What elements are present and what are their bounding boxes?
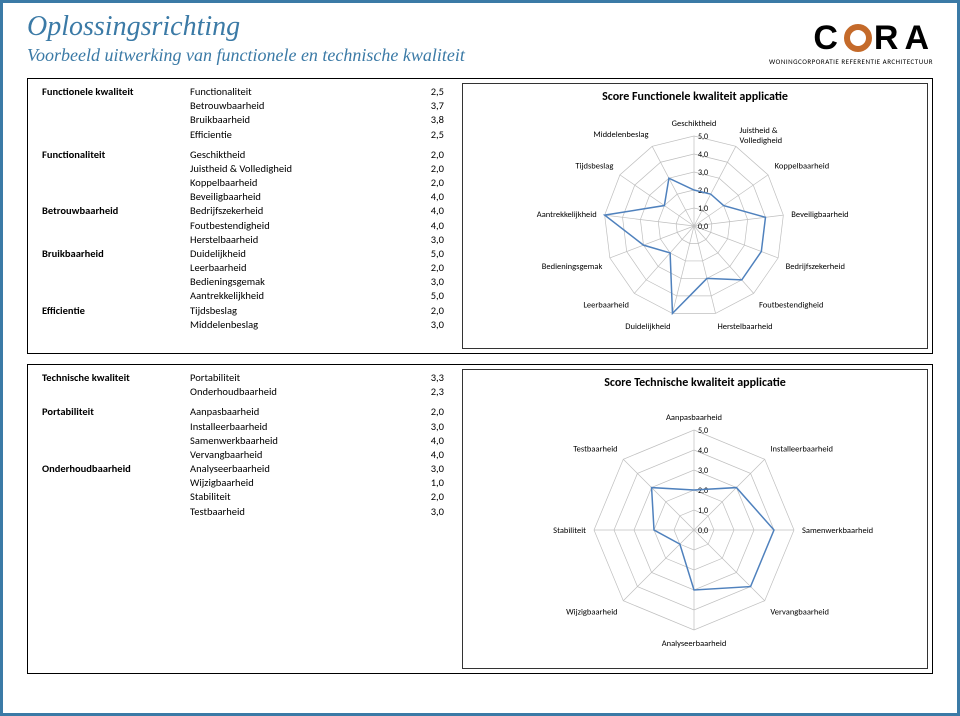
table-row: Functionele kwaliteitFunctionaliteit2,5 [38, 85, 448, 99]
table-row: Aantrekkelijkheid5,0 [38, 289, 448, 303]
logo: CRA WONINGCORPORATIE REFERENTIE ARCHITEC… [769, 21, 933, 66]
svg-text:Leerbaarheid: Leerbaarheid [583, 300, 629, 310]
logo-subtitle: WONINGCORPORATIE REFERENTIE ARCHITECTUUR [769, 57, 933, 66]
technical-chart: Score Technische kwaliteit applicatie 0,… [462, 369, 928, 669]
table-row: Efficientie2,5 [38, 128, 448, 142]
table-row: Stabiliteit2,0 [38, 490, 448, 504]
logo-ring-icon [844, 24, 872, 52]
logo-main: CRA [769, 21, 933, 55]
svg-text:Wijzigbaarheid: Wijzigbaarheid [566, 607, 618, 617]
functional-table: Functionele kwaliteitFunctionaliteit2,5B… [28, 79, 458, 353]
technical-table: Technische kwaliteitPortabiliteit3,3Onde… [28, 365, 458, 673]
svg-text:Tijdsbeslag: Tijdsbeslag [575, 161, 613, 171]
svg-text:Installeerbaarheid: Installeerbaarheid [770, 445, 833, 455]
table-row: OnderhoudbaarheidAnalyseerbaarheid3,0 [38, 462, 448, 476]
table-row: Bruikbaarheid3,8 [38, 113, 448, 127]
functional-chart-col: Score Functionele kwaliteit applicatie 0… [458, 79, 932, 353]
title-block: Oplossingsrichting Voorbeeld uitwerking … [27, 11, 769, 66]
svg-text:Juistheid &Volledigheid: Juistheid &Volledigheid [740, 126, 783, 146]
svg-text:Aanpasbaarheid: Aanpasbaarheid [666, 413, 722, 423]
table-row: Installeerbaarheid3,0 [38, 420, 448, 434]
table-row: Betrouwbaarheid3,7 [38, 99, 448, 113]
svg-text:Herstelbaarheid: Herstelbaarheid [717, 322, 772, 332]
technical-quality-section: Technische kwaliteitPortabiliteit3,3Onde… [27, 364, 933, 674]
functional-chart-title: Score Functionele kwaliteit applicatie [463, 90, 927, 104]
table-row: BruikbaarheidDuidelijkheid5,0 [38, 247, 448, 261]
svg-text:Bedieningsgemak: Bedieningsgemak [542, 262, 603, 272]
table-row: PortabiliteitAanpasbaarheid2,0 [38, 405, 448, 419]
svg-text:3,0: 3,0 [698, 466, 708, 476]
technical-chart-col: Score Technische kwaliteit applicatie 0,… [458, 365, 932, 673]
page-subtitle: Voorbeeld uitwerking van functionele en … [27, 45, 769, 66]
technical-chart-title: Score Technische kwaliteit applicatie [463, 376, 927, 390]
table-row: Vervangbaarheid4,0 [38, 448, 448, 462]
svg-text:Aantrekkelijkheid: Aantrekkelijkheid [537, 210, 597, 220]
svg-text:Stabiliteit: Stabiliteit [553, 526, 586, 536]
table-row: FunctionaliteitGeschiktheid2,0 [38, 148, 448, 162]
slide: Oplossingsrichting Voorbeeld uitwerking … [0, 0, 960, 716]
svg-text:4,0: 4,0 [698, 446, 708, 456]
table-row: Herstelbaarheid3,0 [38, 233, 448, 247]
svg-text:3,0: 3,0 [698, 168, 708, 178]
svg-text:4,0: 4,0 [698, 150, 708, 160]
svg-text:Koppelbaarheid: Koppelbaarheid [775, 161, 830, 171]
table-row: Onderhoudbaarheid2,3 [38, 385, 448, 399]
svg-text:Duidelijkheid: Duidelijkheid [625, 322, 670, 332]
svg-text:5,0: 5,0 [698, 426, 708, 436]
svg-text:Samenwerkbaarheid: Samenwerkbaarheid [802, 526, 873, 536]
svg-text:Testbaarheid: Testbaarheid [573, 445, 617, 455]
functional-quality-section: Functionele kwaliteitFunctionaliteit2,5B… [27, 78, 933, 354]
table-row: Beveiligbaarheid4,0 [38, 190, 448, 204]
table-row: Foutbestendigheid4,0 [38, 219, 448, 233]
table-row: Technische kwaliteitPortabiliteit3,3 [38, 371, 448, 385]
table-row: Testbaarheid3,0 [38, 505, 448, 519]
table-row: Leerbaarheid2,0 [38, 261, 448, 275]
table-row: Middelenbeslag3,0 [38, 318, 448, 332]
svg-text:Analyseerbaarheid: Analyseerbaarheid [662, 639, 727, 649]
content: Functionele kwaliteitFunctionaliteit2,5B… [27, 78, 933, 674]
table-row: Juistheid & Volledigheid2,0 [38, 162, 448, 176]
svg-text:Bedrijfszekerheid: Bedrijfszekerheid [786, 262, 845, 272]
table-row: BetrouwbaarheidBedrijfszekerheid4,0 [38, 204, 448, 218]
page-title: Oplossingsrichting [27, 11, 769, 43]
svg-text:Geschiktheid: Geschiktheid [672, 119, 717, 129]
svg-text:Beveiligbaarheid: Beveiligbaarheid [791, 210, 848, 220]
functional-chart: Score Functionele kwaliteit applicatie 0… [462, 83, 928, 349]
header: Oplossingsrichting Voorbeeld uitwerking … [27, 11, 933, 66]
svg-text:Vervangbaarheid: Vervangbaarheid [770, 607, 829, 617]
table-row: Bedieningsgemak3,0 [38, 275, 448, 289]
svg-text:5,0: 5,0 [698, 132, 708, 142]
table-row: Samenwerkbaarheid4,0 [38, 434, 448, 448]
table-row: Wijzigbaarheid1,0 [38, 476, 448, 490]
svg-text:Foutbestendigheid: Foutbestendigheid [759, 300, 824, 310]
svg-text:Middelenbeslag: Middelenbeslag [593, 130, 648, 140]
table-row: Koppelbaarheid2,0 [38, 176, 448, 190]
table-row: EfficientieTijdsbeslag2,0 [38, 304, 448, 318]
